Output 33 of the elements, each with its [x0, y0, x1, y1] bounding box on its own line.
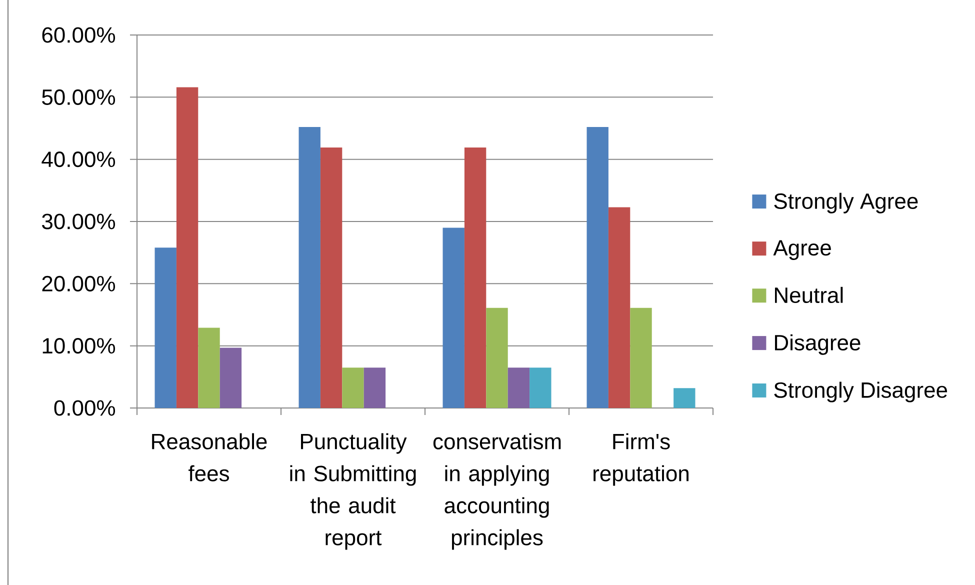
bar [530, 368, 552, 408]
bar [442, 228, 464, 408]
bar [342, 368, 364, 408]
bar [674, 388, 696, 408]
x-tick-label: Punctuality in Submitting the audit report [290, 433, 416, 550]
bar [320, 148, 342, 408]
bar [508, 368, 530, 408]
bar [154, 248, 176, 408]
y-tick-label: 20.00% [42, 276, 116, 292]
x-tick-label: Firm's reputation [594, 433, 688, 486]
y-tick-label: 0.00% [54, 400, 116, 416]
bar [198, 328, 220, 408]
bar [220, 348, 242, 408]
bar [464, 148, 486, 408]
bar [298, 127, 320, 408]
y-tick-label: 10.00% [42, 338, 116, 354]
legend-label: Disagree [775, 334, 860, 355]
bar [364, 368, 386, 408]
bar [486, 308, 508, 408]
legend-label: Strongly Agree [774, 192, 918, 214]
y-tick-label: 50.00% [42, 89, 116, 105]
bar [608, 207, 630, 408]
legend-label: Agree [773, 240, 831, 260]
x-tick-label: conservatism in applying accounting principles [433, 433, 561, 550]
legend-label: Strongly Disagree [774, 382, 948, 402]
y-tick-label: 30.00% [42, 214, 116, 230]
bar [176, 87, 198, 408]
legend-label: Neutral [775, 286, 843, 304]
y-tick-label: 40.00% [42, 152, 116, 168]
bar [586, 127, 608, 408]
x-tick-label: Reasonable fees [152, 433, 267, 482]
bar [630, 308, 652, 408]
y-tick-label: 60.00% [42, 27, 116, 43]
